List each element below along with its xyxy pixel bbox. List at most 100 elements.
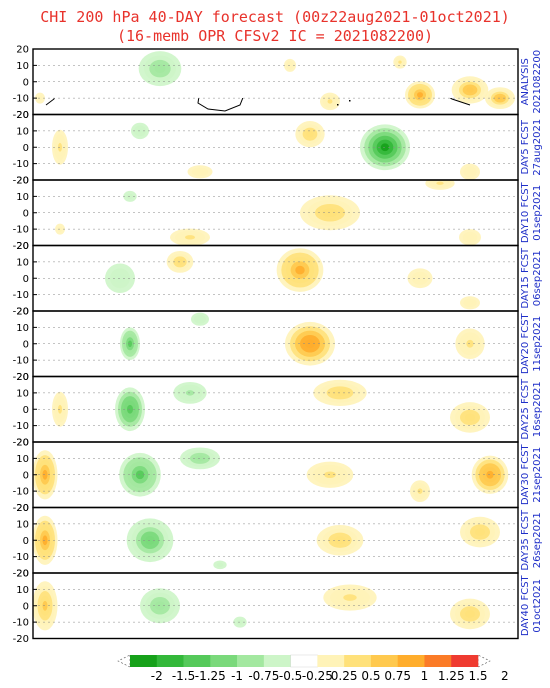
- lat-tick-label: -10: [13, 487, 29, 498]
- colorbar-label: 0.25: [331, 669, 358, 683]
- panel-label-day: DAY15 FCST: [520, 247, 531, 309]
- lat-tick-label: -20: [13, 110, 29, 121]
- lat-tick-label: -20: [13, 569, 29, 580]
- lat-tick-label: 0: [23, 77, 29, 88]
- lat-tick-label: -10: [13, 159, 29, 170]
- lat-tick-label: 10: [16, 126, 29, 137]
- panel-label-date: 11sep2021: [532, 316, 543, 372]
- panel-label-date: 2021082200: [532, 50, 543, 114]
- lat-tick-label: 10: [16, 257, 29, 268]
- lat-tick-label: -20: [13, 307, 29, 318]
- anomaly-contour: [195, 169, 205, 174]
- anomaly-contour: [306, 130, 314, 138]
- colorbar-swatch: [290, 654, 318, 668]
- colorbar-swatch: [370, 655, 398, 667]
- panel-label-day: DAY35 FCST: [520, 509, 531, 571]
- panel-frame: [32, 48, 519, 116]
- colorbar-swatch: [183, 655, 211, 667]
- lat-tick-label: -20: [13, 438, 29, 449]
- colorbar-label: 0.5: [361, 669, 380, 683]
- lat-tick-label: 20: [16, 241, 29, 252]
- shading-layer: [52, 121, 480, 180]
- panel-label-date: 06sep2021: [532, 250, 543, 306]
- coastline: [33, 175, 470, 242]
- lat-tick-label: 20: [16, 438, 29, 449]
- anomaly-contour: [417, 92, 423, 98]
- colorbar-swatch: [451, 655, 479, 667]
- panel-label-date: 21sep2021: [532, 447, 543, 503]
- panel-label-day: DAY30 FCST: [520, 443, 531, 505]
- colorbar-label: 0.75: [384, 669, 411, 683]
- shading-layer: [55, 180, 481, 246]
- colorbar-left-arrow: [117, 654, 131, 668]
- panel-label-date: 01sep2021: [532, 185, 543, 241]
- lat-tick-label: -20: [13, 503, 29, 514]
- coastline: [33, 241, 470, 308]
- lat-tick-label: 20: [16, 372, 29, 383]
- shading-layer: [33, 581, 490, 631]
- colorbar-swatch: [317, 655, 345, 667]
- panel-frame: [32, 310, 519, 378]
- colorbar-label: 1: [421, 669, 429, 683]
- lat-tick-label: 20: [16, 45, 29, 56]
- lat-tick-label: 20: [16, 110, 29, 121]
- colorbar-label: -1.5: [172, 669, 195, 683]
- lat-tick-label: 0: [23, 208, 29, 219]
- shading-layer: [35, 51, 515, 111]
- anomaly-contour: [185, 235, 195, 240]
- anomaly-contour: [398, 60, 402, 64]
- lat-tick-label: 0: [23, 339, 29, 350]
- colorbar-label: 2: [501, 669, 509, 683]
- anomaly-contour: [216, 562, 224, 567]
- lat-tick-label: -10: [13, 421, 29, 432]
- colorbar-swatch: [397, 655, 425, 667]
- panel-label-date: 26sep2021: [532, 512, 543, 568]
- panel-frame: [32, 441, 519, 509]
- lat-tick-label: 20: [16, 503, 29, 514]
- coastline: [33, 437, 470, 504]
- lat-tick-label: 0: [23, 470, 29, 481]
- colorbar-label: 1.5: [468, 669, 487, 683]
- lat-tick-label: 20: [16, 176, 29, 187]
- colorbar-label: 1.25: [438, 669, 465, 683]
- colorbar-label: -1.25: [195, 669, 226, 683]
- coastline: [45, 98, 471, 112]
- lat-tick-label: -20: [13, 372, 29, 383]
- lat-tick-label: 20: [16, 307, 29, 318]
- lat-tick-label: 0: [23, 405, 29, 416]
- colorbar-label: -0.75: [248, 669, 279, 683]
- colorbar-label: -0.5: [279, 669, 302, 683]
- panel-label-day: ANALYSIS: [520, 58, 531, 105]
- colorbar: -2 -1.5 -1.25 -1 -0.75 -0.5 -0.250.25 0.5 0.75 1 1…: [117, 654, 509, 683]
- anomaly-contour: [154, 64, 166, 74]
- colorbar-swatch: [210, 655, 238, 667]
- anomaly-contour: [466, 234, 474, 241]
- lat-tick-label: 0: [23, 274, 29, 285]
- lat-tick-label: 0: [23, 601, 29, 612]
- panel-label-day: DAY5 FCST: [520, 119, 531, 174]
- colorbar-label: -1: [231, 669, 243, 683]
- panel-frame: [32, 506, 519, 574]
- lat-tick-label: -10: [13, 290, 29, 301]
- chart-title: CHI 200 hPa 40-DAY forecast (00z22aug202…: [40, 8, 510, 26]
- lat-tick-label: 10: [16, 323, 29, 334]
- colorbar-label: -0.25: [302, 669, 333, 683]
- panel-label-date: 16sep2021: [532, 381, 543, 437]
- colorbar-swatch: [237, 655, 265, 667]
- anomaly-contour: [466, 300, 474, 305]
- panel-label-date: 27aug2021: [532, 119, 543, 176]
- lat-tick-label: -20: [13, 634, 29, 645]
- lat-tick-label: 0: [23, 143, 29, 154]
- colorbar-label: -2: [151, 669, 163, 683]
- coastline: [33, 568, 470, 635]
- chart-subtitle: (16-memb OPR CFSv2 IC = 2021082200): [116, 27, 434, 45]
- lat-tick-label: -10: [13, 552, 29, 563]
- colorbar-swatch: [344, 655, 372, 667]
- shading-layer: [52, 379, 490, 433]
- anomaly-contour: [197, 317, 203, 322]
- anomaly-contour: [466, 87, 474, 93]
- coastline: [33, 503, 470, 570]
- panel-frame: [32, 572, 519, 640]
- colorbar-swatch: [263, 655, 291, 667]
- anomaly-contour: [436, 181, 444, 185]
